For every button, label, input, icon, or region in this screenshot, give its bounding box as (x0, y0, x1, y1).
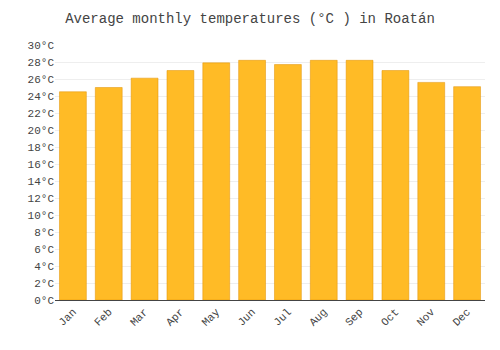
svg-text:20°C: 20°C (28, 125, 55, 137)
svg-text:Nov: Nov (415, 306, 438, 329)
svg-text:10°C: 10°C (28, 210, 55, 222)
svg-text:Jan: Jan (56, 306, 78, 328)
svg-text:24°C: 24°C (28, 91, 55, 103)
svg-text:0°C: 0°C (34, 295, 54, 307)
svg-text:30°C: 30°C (28, 40, 55, 52)
svg-text:Apr: Apr (164, 306, 186, 328)
svg-text:26°C: 26°C (28, 74, 55, 86)
svg-text:18°C: 18°C (28, 142, 55, 154)
svg-text:Feb: Feb (92, 306, 114, 328)
svg-text:22°C: 22°C (28, 108, 55, 120)
svg-text:Oct: Oct (379, 306, 401, 328)
svg-text:May: May (200, 306, 223, 329)
svg-text:4°C: 4°C (34, 261, 54, 273)
svg-text:Dec: Dec (451, 306, 473, 328)
svg-text:14°C: 14°C (28, 176, 55, 188)
svg-text:Jul: Jul (271, 306, 293, 328)
svg-text:Average monthly temperatures (: Average monthly temperatures (°C ) in Ro… (65, 11, 435, 27)
svg-text:Mar: Mar (128, 306, 150, 328)
svg-text:28°C: 28°C (28, 57, 55, 69)
svg-text:6°C: 6°C (34, 244, 54, 256)
svg-text:8°C: 8°C (34, 227, 54, 239)
svg-text:Jun: Jun (236, 306, 258, 328)
svg-text:Aug: Aug (307, 306, 329, 328)
svg-text:12°C: 12°C (28, 193, 55, 205)
svg-text:16°C: 16°C (28, 159, 55, 171)
svg-text:Sep: Sep (343, 306, 365, 328)
svg-text:2°C: 2°C (34, 278, 54, 290)
